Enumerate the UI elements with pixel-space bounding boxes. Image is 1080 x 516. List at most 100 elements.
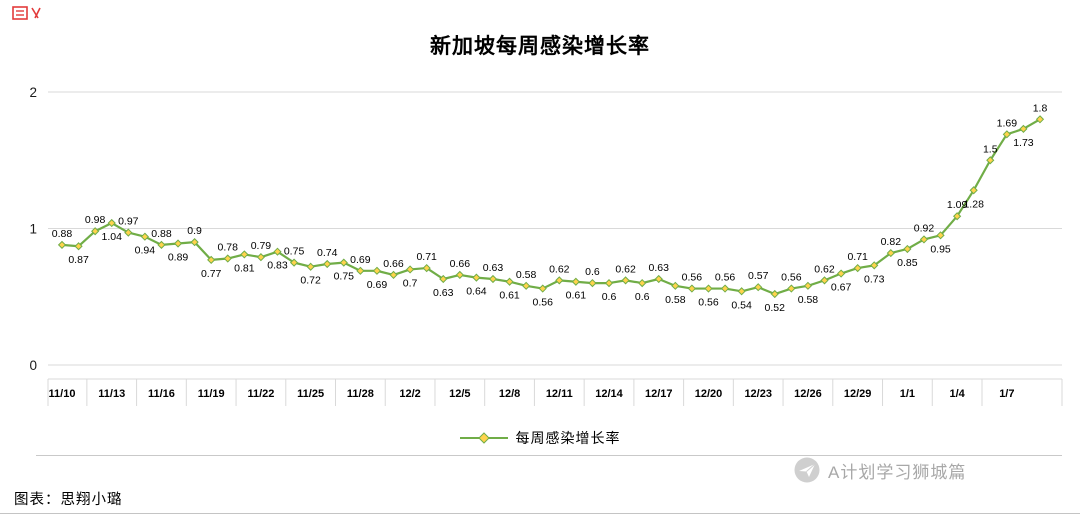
- data-point-marker: [1019, 124, 1028, 133]
- data-point-label: 0.69: [367, 279, 388, 291]
- data-point-label: 0.79: [251, 240, 272, 252]
- data-point-label: 0.87: [68, 254, 89, 266]
- data-point-label: 0.66: [383, 258, 404, 270]
- data-point-label: 0.58: [516, 269, 537, 281]
- data-point-marker: [820, 276, 829, 285]
- data-point-marker: [389, 270, 398, 280]
- data-point-marker: [571, 277, 580, 286]
- data-point-label: 0.85: [897, 257, 918, 269]
- data-point-label: 1.04: [102, 231, 123, 243]
- data-point-label: 0.73: [864, 273, 885, 285]
- x-axis-tick-label: 1/4: [949, 388, 965, 400]
- data-point-marker: [754, 283, 763, 292]
- data-point-marker: [472, 273, 481, 282]
- data-point-marker: [604, 278, 614, 288]
- data-point-marker: [323, 259, 332, 269]
- data-point-label: 0.54: [731, 299, 752, 311]
- data-point-label: 0.61: [566, 290, 587, 302]
- y-axis-tick-label: 1: [29, 222, 37, 237]
- data-point-label: 0.56: [715, 272, 736, 284]
- x-axis-tick-label: 12/29: [844, 388, 872, 400]
- data-point-marker: [240, 250, 249, 259]
- data-point-marker: [339, 258, 348, 267]
- data-point-marker: [687, 284, 697, 293]
- y-axis-tick-label: 0: [29, 358, 37, 373]
- data-point-marker: [903, 244, 912, 254]
- x-axis-tick-label: 11/16: [148, 388, 175, 400]
- y-axis-tick-label: 2: [29, 85, 37, 100]
- x-axis-tick-label: 12/2: [399, 388, 420, 400]
- data-point-label: 0.72: [300, 275, 321, 287]
- data-point-label: 0.67: [831, 282, 852, 294]
- data-point-label: 0.95: [930, 243, 951, 255]
- data-point-marker: [207, 255, 216, 265]
- watermark-logo-icon: [794, 457, 820, 483]
- data-point-label: 0.6: [635, 291, 650, 303]
- data-point-label: 0.75: [284, 246, 305, 258]
- data-point-marker: [969, 186, 978, 195]
- data-point-marker: [836, 269, 846, 278]
- data-point-label: 0.71: [847, 251, 868, 263]
- data-point-label: 0.56: [698, 297, 719, 309]
- data-point-marker: [505, 277, 514, 286]
- data-point-marker: [522, 281, 531, 290]
- data-point-marker: [1002, 130, 1011, 139]
- data-point-marker: [439, 274, 448, 284]
- data-point-label: 0.63: [649, 262, 670, 274]
- data-point-label: 0.88: [52, 228, 73, 240]
- watermark-text: A计划学习狮城篇: [828, 462, 967, 482]
- x-axis-tick-label: 12/5: [449, 388, 470, 400]
- x-axis-tick-label: 12/14: [595, 388, 623, 400]
- data-point-marker: [289, 258, 299, 267]
- chart-legend: 每周感染增长率: [0, 428, 1080, 448]
- x-axis-tick-label: 11/28: [347, 388, 374, 400]
- data-point-label: 0.88: [151, 228, 172, 240]
- data-point-marker: [919, 235, 929, 244]
- data-point-label: 0.77: [201, 268, 222, 280]
- data-point-label: 0.58: [665, 294, 686, 306]
- data-point-marker: [422, 263, 431, 273]
- data-point-label: 0.75: [334, 271, 355, 283]
- data-point-marker: [91, 227, 100, 236]
- data-point-label: 0.89: [168, 252, 189, 264]
- data-point-marker: [372, 266, 382, 275]
- watermark: A计划学习狮城篇: [793, 456, 966, 484]
- data-point-marker: [770, 289, 779, 299]
- chart-title: 新加坡每周感染增长率: [430, 35, 650, 58]
- chart-source-caption: 图表：思翔小璐: [14, 492, 123, 508]
- x-axis-tick-label: 12/23: [744, 388, 772, 400]
- data-point-marker: [704, 284, 713, 293]
- data-point-label: 1.09: [947, 199, 968, 211]
- data-point-label: 0.62: [615, 263, 636, 275]
- data-point-label: 1.5: [983, 143, 998, 155]
- data-point-marker: [356, 266, 365, 275]
- data-point-label: 1.8: [1033, 102, 1048, 114]
- data-point-marker: [74, 242, 83, 251]
- data-point-marker: [737, 287, 746, 296]
- data-point-label: 0.66: [450, 258, 471, 270]
- data-point-marker: [107, 218, 116, 228]
- x-axis-tick-label: 12/20: [695, 388, 723, 400]
- data-point-label: 0.81: [234, 262, 255, 274]
- data-point-label: 0.63: [433, 287, 454, 299]
- data-point-marker: [256, 253, 266, 262]
- data-point-label: 0.83: [267, 260, 288, 272]
- data-point-marker: [455, 270, 464, 280]
- data-point-label: 0.78: [218, 242, 239, 254]
- data-point-label: 1.73: [1013, 137, 1034, 149]
- data-point-label: 0.94: [135, 245, 156, 257]
- data-point-marker: [720, 284, 730, 293]
- data-point-marker: [555, 276, 564, 285]
- data-point-marker: [853, 263, 862, 273]
- data-point-marker: [654, 274, 663, 284]
- data-point-label: 0.58: [798, 294, 819, 306]
- data-point-label: 0.52: [765, 302, 786, 314]
- x-axis-tick-label: 11/13: [98, 388, 125, 400]
- x-axis-tick-label: 12/17: [645, 388, 673, 400]
- data-point-marker: [538, 284, 547, 293]
- legend-label: 每周感染增长率: [515, 430, 621, 446]
- legend-line-marker-icon: [459, 432, 508, 444]
- x-axis-tick-label: 11/22: [247, 388, 274, 400]
- data-point-marker: [173, 239, 183, 248]
